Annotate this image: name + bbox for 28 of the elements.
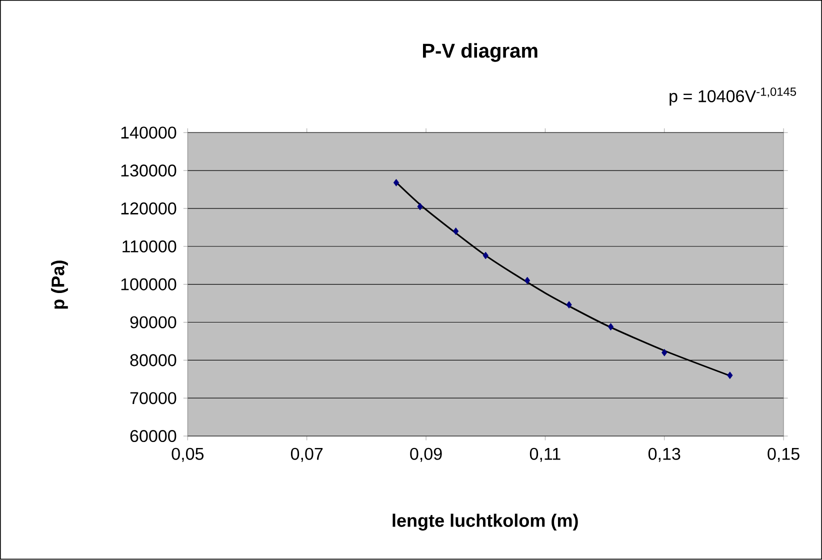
y-tick-label: 80000 bbox=[130, 354, 176, 366]
chart-title: P-V diagram bbox=[423, 43, 538, 62]
y-tick-label: 90000 bbox=[130, 316, 176, 328]
point bbox=[452, 228, 459, 236]
x-tick-label: 0,07 bbox=[290, 448, 323, 462]
x-tick-label: 0,13 bbox=[648, 448, 680, 462]
x-tick-label: 0,09 bbox=[410, 448, 442, 462]
x-tick-label: 0,11 bbox=[530, 448, 560, 462]
text: p = 10406V$^{-1,0145}$ bbox=[670, 88, 796, 106]
point bbox=[482, 252, 488, 260]
y-tick-label: 140000 bbox=[121, 126, 176, 139]
point bbox=[566, 301, 572, 309]
y-tick-label: 130000 bbox=[121, 164, 176, 177]
y-tick-label: 100000 bbox=[121, 278, 176, 291]
point bbox=[727, 372, 733, 380]
x-tick-label: 0,05 bbox=[172, 448, 204, 462]
y-axis-title: p (Pa) bbox=[51, 260, 68, 309]
point bbox=[417, 203, 423, 210]
x-tick-label: 0,15 bbox=[768, 448, 800, 462]
y-tick-label: 60000 bbox=[130, 430, 176, 442]
point bbox=[608, 323, 614, 331]
point bbox=[524, 277, 530, 284]
point bbox=[662, 349, 668, 356]
y-tick-label: 120000 bbox=[121, 202, 176, 215]
y-tick-label: 70000 bbox=[130, 392, 176, 404]
x-axis-title: lengte luchtkolom (m) bbox=[392, 514, 578, 531]
point bbox=[393, 179, 400, 187]
y-tick-label: 110000 bbox=[122, 240, 176, 253]
